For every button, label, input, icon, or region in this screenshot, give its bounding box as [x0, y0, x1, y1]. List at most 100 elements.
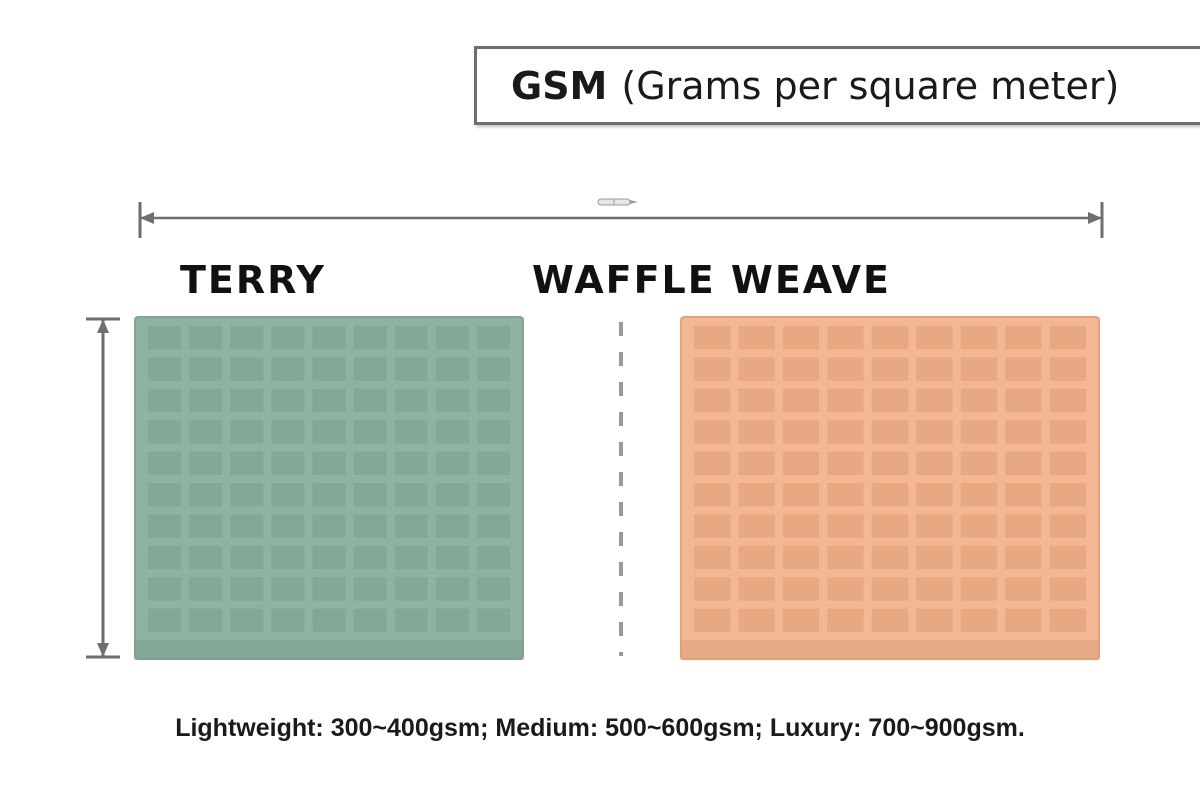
weave-cell [476, 545, 510, 570]
weave-cell [312, 420, 346, 444]
weave-cell [148, 514, 182, 538]
weave-cell [694, 451, 731, 475]
weave-cell [189, 326, 223, 350]
weave-cell [738, 514, 775, 538]
weave-cell [271, 483, 305, 507]
weave-cell [312, 451, 346, 475]
weave-cell [738, 420, 775, 444]
weave-cell [394, 608, 428, 632]
weave-cell [353, 514, 387, 538]
weave-cell [353, 608, 387, 632]
weave-cell [435, 483, 469, 507]
weave-cell [738, 388, 775, 413]
weave-cell [827, 357, 864, 381]
weave-cell [312, 577, 346, 601]
weave-cell [353, 388, 387, 413]
weave-cell [394, 514, 428, 538]
weave-cell [271, 514, 305, 538]
weave-cell [394, 545, 428, 570]
weave-cell [230, 357, 264, 381]
weave-cell [871, 451, 909, 475]
weave-cell [189, 608, 223, 632]
weave-cell [916, 451, 953, 475]
weave-cell [312, 545, 346, 570]
weave-cell [916, 388, 953, 413]
weave-cell [189, 545, 223, 570]
weave-cell [916, 483, 953, 507]
weave-cell [271, 608, 305, 632]
weave-cell [782, 388, 820, 413]
weave-cell [782, 545, 820, 570]
weave-cell [738, 545, 775, 570]
weave-cell [827, 420, 864, 444]
gsm-caption: Lightweight: 300~400gsm; Medium: 500~600… [175, 714, 1025, 742]
weave-cell [738, 483, 775, 507]
weave-cell [1049, 483, 1086, 507]
width-dimension-arrow [138, 198, 1104, 238]
weave-cell [1049, 326, 1086, 350]
weave-cell [394, 357, 428, 381]
weave-cell [271, 357, 305, 381]
weave-cell [1049, 514, 1086, 538]
weave-cell [960, 483, 998, 507]
weave-cell [435, 608, 469, 632]
towel-hem [680, 640, 1100, 660]
weave-cell [871, 388, 909, 413]
weave-cell [960, 326, 998, 350]
weave-cell [871, 608, 909, 632]
weave-cell [960, 545, 998, 570]
weave-cell [435, 420, 469, 444]
dashed-divider [619, 322, 623, 656]
weave-cell [738, 608, 775, 632]
weave-cell [782, 326, 820, 350]
weave-cell [871, 326, 909, 350]
weave-cell [435, 577, 469, 601]
weave-cell [782, 514, 820, 538]
weave-cell [827, 545, 864, 570]
weave-cell [1005, 514, 1042, 538]
weave-cell [960, 451, 998, 475]
weave-cell [694, 483, 731, 507]
weave-cell [230, 420, 264, 444]
weave-cell [960, 514, 998, 538]
weave-cell [148, 326, 182, 350]
title-rest: (Grams per square meter) [621, 63, 1120, 108]
weave-cell [871, 483, 909, 507]
weave-cell [230, 483, 264, 507]
weave-cell [148, 483, 182, 507]
weave-cell [960, 420, 998, 444]
weave-cell [782, 451, 820, 475]
weave-cell [1049, 577, 1086, 601]
weave-cell [435, 514, 469, 538]
weave-cell [960, 608, 998, 632]
weave-cell [394, 483, 428, 507]
weave-cell [1005, 608, 1042, 632]
weave-cell [782, 608, 820, 632]
weave-cell [782, 357, 820, 381]
weave-cell [782, 483, 820, 507]
weave-cell [394, 388, 428, 413]
weave-cell [271, 420, 305, 444]
weave-cell [1005, 451, 1042, 475]
weave-cell [230, 388, 264, 413]
weave-cell [827, 451, 864, 475]
weave-cell [694, 608, 731, 632]
weave-cell [1005, 420, 1042, 444]
weave-cell [189, 451, 223, 475]
weave-cell [271, 577, 305, 601]
weave-cell [738, 451, 775, 475]
weave-cell [148, 608, 182, 632]
weave-cell [312, 514, 346, 538]
weave-cell [230, 545, 264, 570]
weave-cell [271, 451, 305, 475]
weave-cell [1049, 357, 1086, 381]
pen-icon [597, 198, 638, 206]
weave-cell [435, 326, 469, 350]
weave-cell [827, 608, 864, 632]
weave-cell [916, 545, 953, 570]
weave-cell [694, 545, 731, 570]
terry-towel [134, 316, 524, 660]
weave-cell [960, 357, 998, 381]
weave-cell [148, 420, 182, 444]
weave-cell [738, 357, 775, 381]
